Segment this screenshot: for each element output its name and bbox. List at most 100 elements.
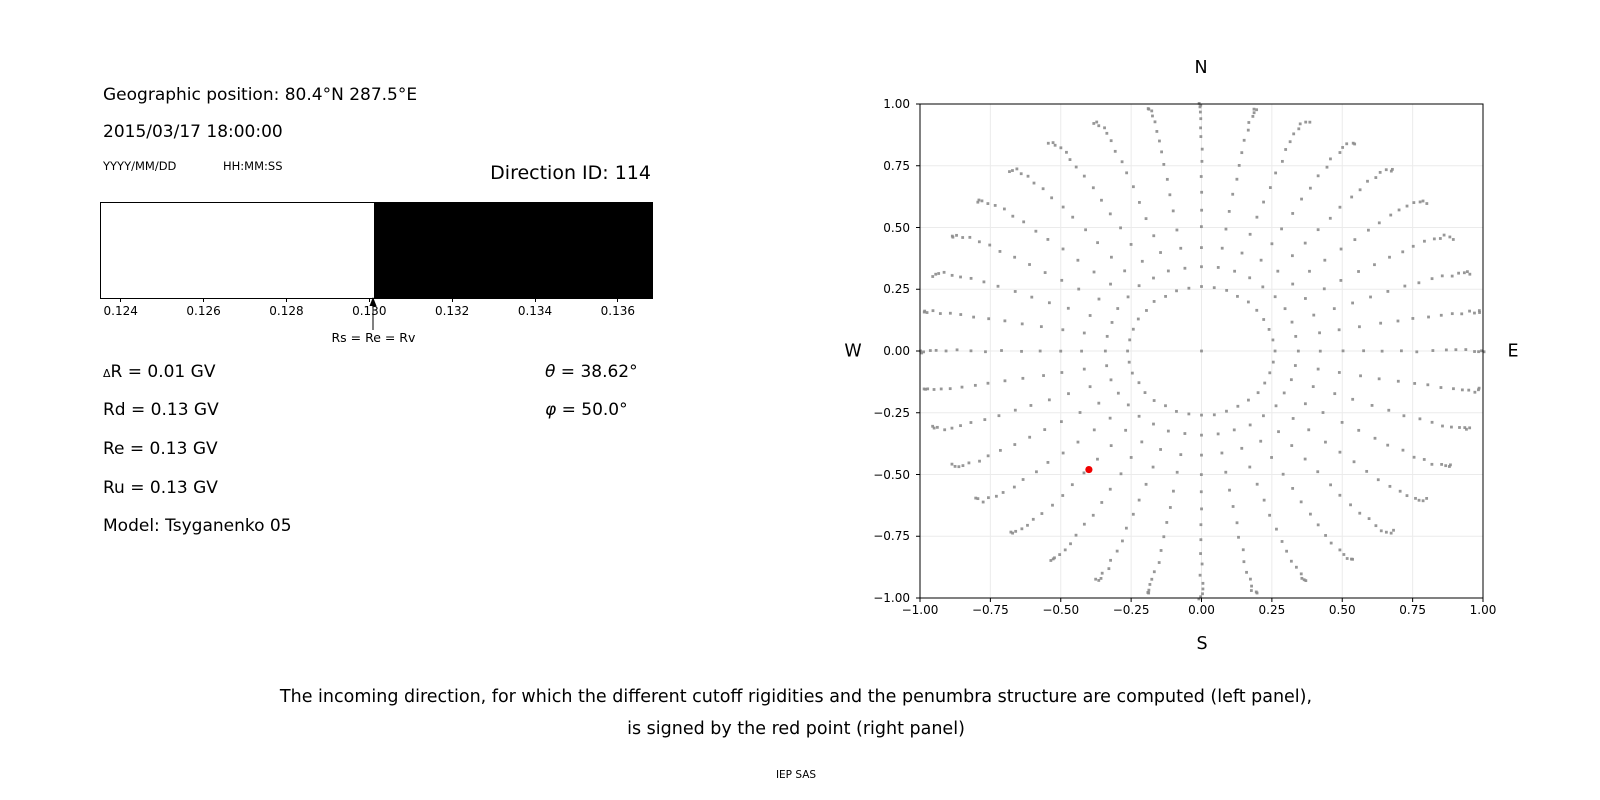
direction-grid-dot xyxy=(950,426,954,430)
direction-grid-dot xyxy=(1144,482,1148,486)
direction-grid-dot xyxy=(1412,201,1416,205)
direction-grid-dot xyxy=(1026,174,1030,178)
direction-grid-dot xyxy=(1242,560,1246,564)
direction-grid-dot xyxy=(1367,228,1370,232)
direction-grid-dot xyxy=(1358,188,1362,192)
direction-grid-dot xyxy=(939,387,943,391)
direction-grid-dot xyxy=(1439,386,1443,389)
direction-grid-dot xyxy=(1046,238,1050,241)
direction-grid-dot xyxy=(1339,247,1343,251)
delta-r-value: R = 0.01 GV xyxy=(110,362,216,382)
direction-grid-dot xyxy=(1076,258,1080,262)
direction-grid-dot xyxy=(959,424,962,428)
direction-grid-dot xyxy=(1342,553,1346,556)
direction-grid-dot xyxy=(1179,453,1183,457)
direction-grid-dot xyxy=(1482,350,1486,354)
direction-grid-dot xyxy=(1070,483,1074,487)
caption-line2: is signed by the red point (right panel) xyxy=(627,719,965,739)
direction-grid-dot xyxy=(1199,473,1203,477)
direction-grid-dot xyxy=(924,387,927,391)
direction-grid-dot xyxy=(976,200,980,204)
penumbra-segment xyxy=(101,203,375,298)
direction-grid-dot xyxy=(1284,148,1288,151)
direction-grid-dot xyxy=(1282,391,1286,395)
direction-grid-dot xyxy=(931,424,935,428)
y-tick-label: −0.25 xyxy=(873,405,910,420)
direction-grid-dot xyxy=(1078,411,1082,414)
direction-grid-dot xyxy=(1468,426,1472,430)
compass-east-label: E xyxy=(1507,341,1519,362)
direction-grid-dot xyxy=(1370,404,1374,407)
direction-grid-dot xyxy=(1126,295,1130,299)
direction-grid-dot xyxy=(1274,171,1278,175)
direction-grid-dot xyxy=(1042,374,1045,377)
direction-grid-dot xyxy=(1199,135,1203,138)
direction-grid-dot xyxy=(1463,426,1467,429)
direction-grid-dot xyxy=(955,233,958,237)
direction-grid-dot xyxy=(1165,521,1169,524)
direction-grid-dot xyxy=(950,273,954,277)
direction-grid-dot xyxy=(934,348,938,352)
direction-grid-dot xyxy=(1250,584,1253,588)
direction-grid-dot xyxy=(1110,321,1114,324)
direction-grid-dot xyxy=(1038,349,1042,353)
direction-grid-dot xyxy=(1246,300,1250,304)
direction-grid-dot xyxy=(1074,165,1078,169)
direction-grid-dot xyxy=(1011,531,1015,535)
direction-grid-dot xyxy=(1444,348,1448,352)
direction-grid-dot xyxy=(1290,254,1294,258)
bar-tick-mark xyxy=(617,298,619,302)
direction-grid-dot xyxy=(1031,517,1035,521)
direction-grid-dot xyxy=(1147,591,1151,595)
direction-grid-dot xyxy=(1227,209,1231,213)
direction-grid-dot xyxy=(1358,325,1361,329)
direction-grid-dot xyxy=(1231,505,1235,508)
direction-grid-dot xyxy=(1137,381,1141,385)
direction-grid-dot xyxy=(1198,573,1202,577)
direction-grid-dot xyxy=(1032,181,1036,185)
direction-grid-dot xyxy=(1074,533,1078,537)
direction-grid-dot xyxy=(1281,472,1285,476)
phi-value: = 50.0° xyxy=(556,400,628,420)
direction-grid-dot xyxy=(1324,534,1327,537)
direction-grid-dot xyxy=(1175,289,1178,293)
direction-grid-dot xyxy=(972,315,976,319)
direction-grid-dot xyxy=(1145,309,1148,312)
direction-grid-dot xyxy=(1285,549,1289,553)
direction-grid-dot xyxy=(1165,177,1169,181)
direction-grid-dot xyxy=(1200,246,1203,249)
direction-grid-dot xyxy=(1200,349,1203,353)
direction-grid-dot xyxy=(1324,440,1327,444)
direction-grid-dot xyxy=(1397,208,1401,212)
direction-grid-dot xyxy=(1292,132,1296,136)
bar-tick-label: 0.124 xyxy=(103,304,138,318)
direction-grid-dot xyxy=(1296,349,1300,353)
direction-grid-dot xyxy=(1246,128,1250,132)
direction-grid-dot xyxy=(1053,143,1057,147)
direction-grid-dot xyxy=(1418,417,1422,421)
direction-grid-dot xyxy=(1150,109,1154,113)
direction-grid-dot xyxy=(1096,457,1099,461)
penumbra-axis: 0.124 0.126 0.128 0.130 0.132 0.134 0.136 xyxy=(100,298,651,334)
direction-grid-dot xyxy=(1240,446,1244,450)
credit-text: IEP SAS xyxy=(775,769,817,781)
direction-grid-dot xyxy=(1391,167,1394,171)
direction-grid-dot xyxy=(1068,158,1072,161)
direction-grid-dot xyxy=(1047,301,1051,305)
direction-grid-dot xyxy=(1290,320,1294,324)
direction-grid-dot xyxy=(1197,597,1201,601)
direction-grid-dot xyxy=(1280,159,1284,163)
direction-grid-dot xyxy=(1478,311,1481,314)
direction-grid-dot xyxy=(1003,319,1007,323)
direction-grid-dot xyxy=(1013,443,1017,446)
direction-grid-dot xyxy=(1125,171,1129,175)
direction-grid-dot xyxy=(1119,226,1122,230)
y-tick-label: −0.75 xyxy=(873,529,910,544)
direction-grid-dot xyxy=(988,243,992,247)
direction-grid-dot xyxy=(1473,390,1477,394)
direction-grid-dot xyxy=(1365,469,1369,473)
direction-grid-dot xyxy=(1201,581,1205,585)
direction-grid-dot xyxy=(1308,269,1311,273)
x-tick-label: −0.25 xyxy=(1112,603,1150,617)
direction-grid-dot xyxy=(1333,392,1337,396)
